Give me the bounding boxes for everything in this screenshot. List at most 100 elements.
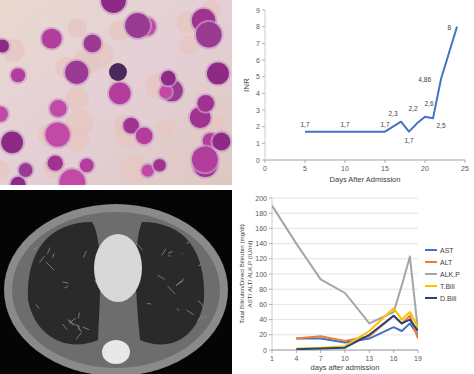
ct-spine <box>102 340 130 364</box>
ct-opacity <box>162 249 166 256</box>
y-tick <box>269 243 272 244</box>
cell-cytoplasm <box>99 0 128 15</box>
ct-opacity <box>158 275 165 279</box>
y-tick-label: 2 <box>256 123 260 130</box>
red-cell <box>67 18 87 38</box>
cell-cytoplasm <box>57 167 87 185</box>
cell-nucleus <box>212 133 230 151</box>
x-tick <box>418 350 419 353</box>
cell-nucleus <box>125 13 150 38</box>
ct-opacity <box>198 300 203 306</box>
cell-nucleus <box>50 100 67 117</box>
legend-swatch <box>425 297 437 299</box>
ct-opacity <box>76 324 82 332</box>
cell-nucleus <box>159 86 171 98</box>
grid-line <box>272 228 418 229</box>
legend-label: AST <box>440 247 454 254</box>
data-label: 4,86 <box>418 76 431 83</box>
ct-opacity <box>204 316 207 317</box>
x-tick-label: 16 <box>390 355 398 362</box>
micrograph <box>0 0 232 185</box>
x-tick <box>465 160 466 163</box>
ct-chest-wall <box>12 212 220 368</box>
y-tick <box>269 350 272 351</box>
data-label: 2,5 <box>436 122 445 129</box>
cell-cytoplasm <box>205 60 231 86</box>
y-tick <box>269 304 272 305</box>
micrograph-background <box>0 0 232 185</box>
ct-opacity <box>187 310 194 315</box>
cell-cytoplasm <box>0 129 25 155</box>
x-tick <box>369 350 370 353</box>
ct-opacity <box>62 324 67 330</box>
cell-nucleus <box>153 159 166 172</box>
ct-opacity <box>46 262 54 270</box>
cell-nucleus <box>192 146 218 172</box>
ct-opacity <box>186 242 189 244</box>
y-tick-label: 0 <box>256 157 260 164</box>
x-tick <box>393 350 394 353</box>
ct-opacity <box>177 309 180 311</box>
y-tick-label: 1 <box>256 140 260 147</box>
series-line <box>305 27 457 132</box>
data-label: 2,2 <box>408 105 417 112</box>
y-tick <box>262 26 265 27</box>
red-cell <box>156 121 173 138</box>
cell-cytoplasm <box>9 66 27 84</box>
cell-nucleus <box>109 83 131 105</box>
y-tick <box>262 160 265 161</box>
cell-nucleus <box>11 68 25 82</box>
grid-line <box>272 258 418 259</box>
y-tick-label: 80 <box>259 286 267 293</box>
cell-cytoplasm <box>17 161 35 179</box>
y-tick-label: 180 <box>255 210 267 217</box>
ct-opacity <box>76 333 82 340</box>
ct-opacity <box>83 251 86 258</box>
cell-cytoplasm <box>195 93 216 114</box>
ct-opacity <box>53 254 54 258</box>
grid-line <box>272 243 418 244</box>
cell-cytoplasm <box>63 59 90 86</box>
x-tick-label: 10 <box>341 355 349 362</box>
legend-swatch <box>425 261 437 263</box>
cell-nucleus <box>196 22 222 48</box>
ct-opacity <box>63 282 69 283</box>
ct-opacity <box>48 248 51 254</box>
x-axis <box>272 350 418 351</box>
y-tick-label: 5 <box>256 73 260 80</box>
cell-nucleus <box>48 156 63 171</box>
ct-opacity <box>168 252 173 254</box>
cell-nucleus <box>80 159 94 173</box>
y-axis-title: INR <box>242 78 251 92</box>
x-tick <box>265 160 266 163</box>
data-label: 8 <box>447 24 451 31</box>
x-tick-label: 5 <box>303 165 307 172</box>
chart-panel <box>238 190 474 374</box>
red-cell <box>65 87 88 110</box>
x-tick <box>305 160 306 163</box>
x-tick-label: 4 <box>294 355 298 362</box>
ct-opacity <box>68 321 73 326</box>
ct-opacity <box>39 256 44 262</box>
data-label: 1,7 <box>380 121 389 128</box>
cell-nucleus <box>1 131 23 153</box>
y-tick-label: 100 <box>255 271 267 278</box>
dark-cell <box>109 63 127 81</box>
legend-label: T.Bili <box>440 283 455 290</box>
x-tick-label: 0 <box>263 165 267 172</box>
ct-opacity <box>201 316 203 319</box>
x-tick <box>385 160 386 163</box>
ct-opacity <box>182 252 183 254</box>
cell-nucleus <box>197 95 214 112</box>
x-tick <box>345 350 346 353</box>
series-line <box>296 316 418 341</box>
data-label: 1,7 <box>300 121 309 128</box>
y-tick <box>269 198 272 199</box>
grid-line <box>272 213 418 214</box>
y-tick <box>262 143 265 144</box>
ct-opacity <box>33 247 37 249</box>
grid-line <box>272 350 418 351</box>
x-tick-label: 1 <box>270 355 274 362</box>
cell-cytoplasm <box>123 11 152 40</box>
y-tick <box>262 76 265 77</box>
